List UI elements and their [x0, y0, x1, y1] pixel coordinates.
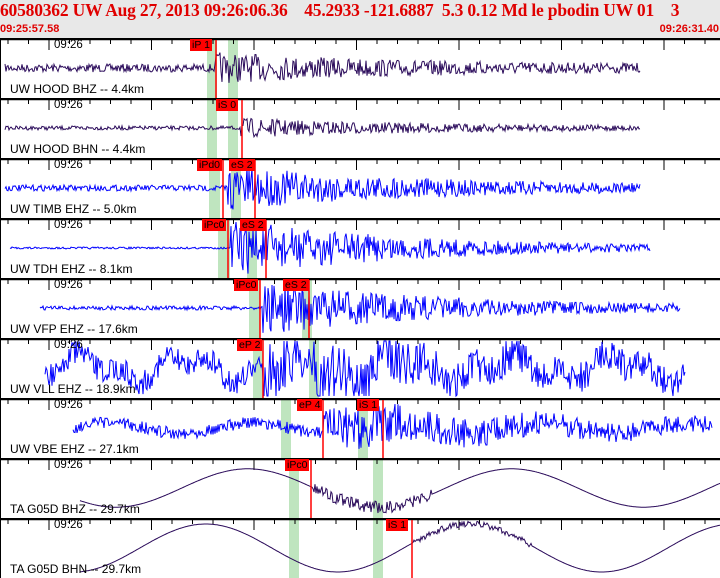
station-label: UW HOOD BHN -- 4.4km: [10, 142, 146, 156]
seismogram-trace: [72, 404, 713, 449]
waveform-plot: [0, 158, 720, 218]
phase-pick-flag[interactable]: iS 1: [386, 519, 409, 531]
time-label: 09:26: [54, 99, 83, 111]
station-label: UW VLL EHZ -- 18.9km: [10, 382, 136, 396]
phase-pick-flag[interactable]: iS 0: [216, 99, 239, 111]
trace-panel[interactable]: 09:26 UW TIMB EHZ -- 5.0km iPd0 eS 2: [0, 158, 720, 218]
pick-window-band: [289, 518, 299, 578]
time-label: 09:26: [54, 459, 83, 471]
station-label: UW VFP EHZ -- 17.6km: [10, 322, 138, 336]
trace-panel[interactable]: 09:26 UW VBE EHZ -- 27.1km eP 4 iS 1: [0, 398, 720, 458]
phase-pick-flag[interactable]: eP 2: [237, 339, 263, 351]
event-title: 60580362 UW Aug 27, 2013 09:26:06.36 45.…: [0, 0, 680, 20]
end-time: 09:26:31.40: [659, 23, 719, 35]
trace-panel[interactable]: 09:26 UW TDH EHZ -- 8.1km iPc0 eS 2: [0, 218, 720, 278]
start-time: 09:25:57.58: [0, 23, 60, 35]
time-label: 09:26: [54, 519, 83, 531]
phase-pick-flag[interactable]: iPc0: [202, 219, 227, 231]
pick-window-band: [231, 158, 241, 218]
pick-window-band: [373, 518, 383, 578]
waveform-plot: [0, 338, 720, 398]
time-label: 09:26: [54, 339, 83, 351]
station-label: TA G05D BHN -- 29.7km: [10, 562, 142, 576]
trace-panel[interactable]: 09:26 TA G05D BHZ -- 29.7km iPc0: [0, 458, 720, 518]
phase-pick-flag[interactable]: eS 2: [240, 219, 266, 231]
seismogram-trace: [4, 117, 641, 139]
phase-pick-flag[interactable]: iPd0: [197, 159, 223, 171]
seismogram-trace: [9, 222, 651, 274]
seismogram-trace: [4, 167, 641, 210]
phase-pick-flag[interactable]: eS 2: [283, 279, 309, 291]
seismogram-trace: [79, 468, 720, 514]
phase-pick-flag[interactable]: eS 2: [229, 159, 255, 171]
pick-window-band: [253, 338, 263, 398]
station-label: UW TIMB EHZ -- 5.0km: [10, 202, 137, 216]
pick-window-band: [207, 38, 217, 98]
time-label: 09:26: [54, 279, 83, 291]
waveform-plot: [0, 98, 720, 158]
phase-pick-flag[interactable]: iS 1: [357, 399, 380, 411]
waveform-plot: [0, 458, 720, 518]
waveform-plot: [0, 38, 720, 98]
seismogram-trace: [4, 52, 641, 83]
trace-panel[interactable]: 09:26 UW HOOD BHZ -- 4.4km iP 1: [0, 38, 720, 98]
trace-panel[interactable]: 09:26 TA G05D BHN -- 29.7km iS 1: [0, 518, 720, 578]
event-header: 60580362 UW Aug 27, 2013 09:26:06.36 45.…: [0, 0, 720, 38]
station-label: UW TDH EHZ -- 8.1km: [10, 262, 133, 276]
pick-window-band: [289, 458, 299, 518]
seismogram-trace: [80, 520, 720, 573]
seismogram-trace: [44, 340, 686, 398]
station-label: TA G05D BHZ -- 29.7km: [10, 502, 140, 516]
pick-window-band: [373, 458, 383, 518]
trace-panel[interactable]: 09:26 UW VLL EHZ -- 18.9km eP 2: [0, 338, 720, 398]
time-label: 09:26: [54, 219, 83, 231]
station-label: UW HOOD BHZ -- 4.4km: [10, 82, 144, 96]
phase-pick-flag[interactable]: iPc0: [234, 279, 259, 291]
waveform-plot: [0, 518, 720, 578]
seismogram-trace: [39, 284, 681, 333]
time-label: 09:26: [54, 399, 83, 411]
time-label: 09:26: [54, 159, 83, 171]
station-label: UW VBE EHZ -- 27.1km: [10, 442, 139, 456]
phase-pick-flag[interactable]: eP 4: [297, 399, 323, 411]
time-label: 09:26: [54, 39, 83, 51]
trace-panel[interactable]: 09:26 UW VFP EHZ -- 17.6km iPc0 eS 2: [0, 278, 720, 338]
pick-window-band: [309, 338, 319, 398]
phase-pick-flag[interactable]: iPc0: [285, 459, 310, 471]
seismogram-panel[interactable]: 09:26 UW HOOD BHZ -- 4.4km iP 1 09:26 UW HOO…: [0, 38, 720, 578]
trace-panel[interactable]: 09:26 UW HOOD BHN -- 4.4km iS 0: [0, 98, 720, 158]
phase-pick-flag[interactable]: iP 1: [190, 39, 212, 51]
waveform-plot: [0, 218, 720, 278]
